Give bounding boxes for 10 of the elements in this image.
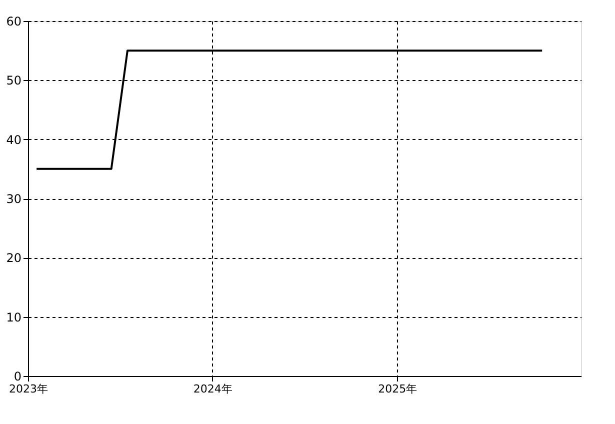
y-tick-label: 50 [6,74,22,88]
y-tick-label: 10 [6,310,22,324]
y-tick-label: 20 [6,251,22,266]
y-tick-label: 30 [6,192,22,206]
y-tick-label: 40 [6,132,22,147]
y-tick-label: 0 [14,370,22,384]
x-tick-label: 2025年 [378,382,418,396]
x-tick-label: 2024年 [193,382,232,396]
x-tick-label: 2023年 [9,382,48,396]
y-tick-label: 60 [6,14,22,28]
